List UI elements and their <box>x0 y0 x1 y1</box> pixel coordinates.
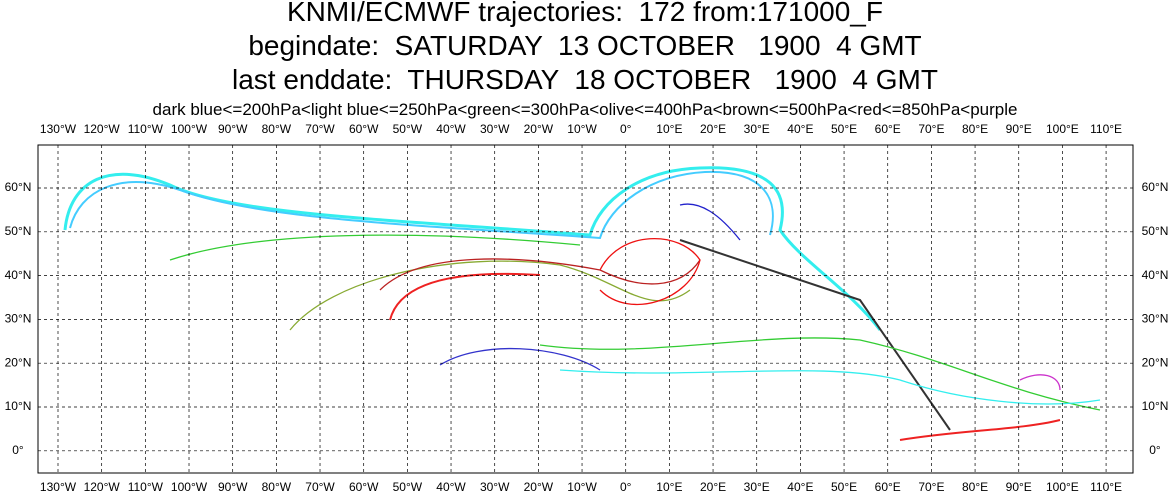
lon-label: 30°W <box>480 480 510 493</box>
lon-label: 40°W <box>436 480 466 493</box>
lat-label: 40°N <box>5 268 32 282</box>
lon-label: 30°E <box>744 480 770 493</box>
lon-label: 110°E <box>1090 480 1122 493</box>
lon-label: 60°W <box>349 122 379 136</box>
lon-label: 60°W <box>349 480 379 493</box>
lat-label: 50°N <box>1142 224 1169 238</box>
lon-label: 50°W <box>393 480 423 493</box>
lon-label: 60°E <box>875 480 901 493</box>
lon-label: 20°W <box>524 122 554 136</box>
lon-label: 50°W <box>393 122 423 136</box>
lat-label: 50°N <box>5 224 32 238</box>
lon-label: 10°E <box>656 122 682 136</box>
lat-label: 40°N <box>1142 268 1169 282</box>
lon-label: 20°E <box>700 122 726 136</box>
title: last enddate: THURSDAY 18 OCTOBER 1900 4… <box>231 64 938 95</box>
legend: dark blue<=200hPa<light blue<=250hPa<gre… <box>152 100 1018 119</box>
lon-label: 100°E <box>1046 122 1079 136</box>
lon-label: 10°E <box>656 480 682 493</box>
lat-label: 30°N <box>5 312 32 326</box>
lon-label: 130°W <box>40 480 77 493</box>
lon-label: 70°W <box>305 480 335 493</box>
lon-label: 70°E <box>918 122 944 136</box>
lat-label: 0° <box>1149 443 1161 457</box>
lat-label: 0° <box>12 443 24 457</box>
lon-label: 100°W <box>171 480 208 493</box>
lon-label: 110°E <box>1090 122 1122 136</box>
lon-label: 20°W <box>524 480 554 493</box>
lon-label: 70°W <box>305 122 335 136</box>
lon-label: 30°E <box>744 122 770 136</box>
title: KNMI/ECMWF trajectories: 172 from:171000… <box>287 0 883 27</box>
lon-label: 90°W <box>218 480 248 493</box>
lon-label: 110°W <box>128 480 164 493</box>
lon-label: 0° <box>620 480 632 493</box>
lon-label: 80°W <box>262 480 292 493</box>
map-frame <box>37 144 1134 474</box>
lat-label: 60°N <box>5 180 32 194</box>
lon-label: 40°E <box>787 480 813 493</box>
lat-label: 20°N <box>1142 355 1169 369</box>
lon-label: 100°W <box>171 122 208 136</box>
lon-label: 80°E <box>962 480 988 493</box>
lon-label: 30°W <box>480 122 510 136</box>
lon-label: 50°E <box>831 122 857 136</box>
lat-label: 10°N <box>1142 399 1169 413</box>
lon-label: 100°E <box>1046 480 1079 493</box>
lon-label: 90°E <box>1006 480 1032 493</box>
lat-label: 30°N <box>1142 312 1169 326</box>
lon-label: 90°E <box>1006 122 1032 136</box>
title: begindate: SATURDAY 13 OCTOBER 1900 4 GM… <box>248 30 922 61</box>
lat-label: 10°N <box>5 399 32 413</box>
lon-label: 120°W <box>84 122 121 136</box>
lon-label: 0° <box>620 122 632 136</box>
lon-label: 20°E <box>700 480 726 493</box>
lon-label: 80°W <box>262 122 292 136</box>
trajectories <box>63 166 1101 441</box>
lon-label: 40°W <box>436 122 466 136</box>
lat-label: 20°N <box>5 355 32 369</box>
lon-label: 10°W <box>567 122 597 136</box>
lon-label: 110°W <box>128 122 164 136</box>
lon-label: 90°W <box>218 122 248 136</box>
lon-label: 130°W <box>40 122 77 136</box>
lon-label: 80°E <box>962 122 988 136</box>
lon-label: 50°E <box>831 480 857 493</box>
lon-label: 10°W <box>567 480 597 493</box>
lon-label: 40°E <box>787 122 813 136</box>
lat-label: 60°N <box>1142 180 1169 194</box>
lon-label: 120°W <box>84 480 121 493</box>
lon-label: 70°E <box>918 480 944 493</box>
lon-label: 60°E <box>875 122 901 136</box>
